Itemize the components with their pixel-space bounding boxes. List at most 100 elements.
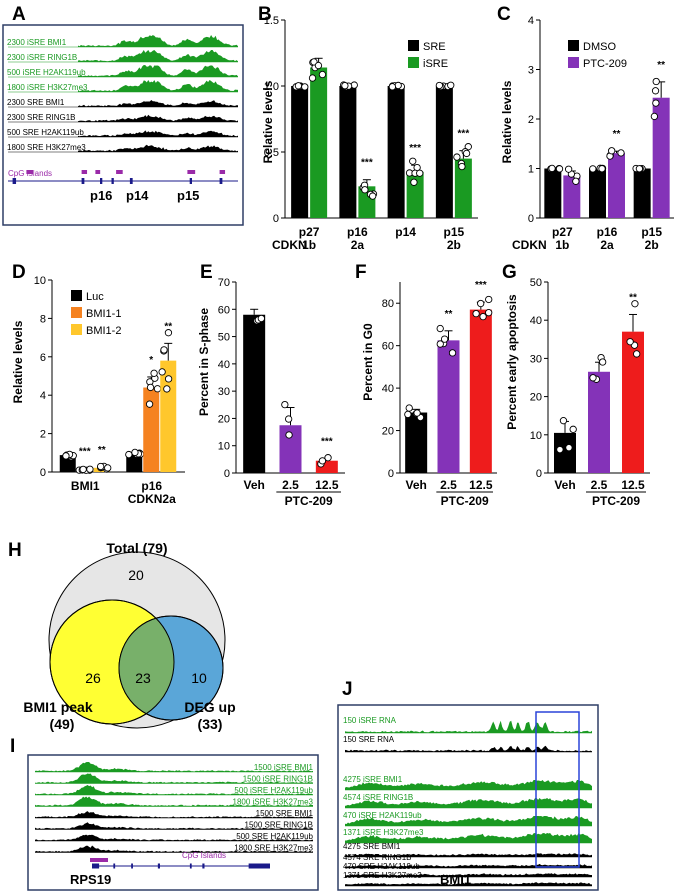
panel-g: G Percent early apoptosis 0 10 20 30 40 50 Veh… — [502, 262, 650, 508]
j-track-signal-5 — [345, 833, 592, 843]
panel-j: J 150 iSRE RNA 150 SRE RNA 4275 iSRE BMI1 4… — [337, 679, 599, 891]
d-y-tick-label: 10 — [34, 275, 46, 287]
a-track-label-1: 2300 iSRE RING1B — [7, 53, 77, 62]
i-track-label-7: 1800 SRE H3K27me3 — [234, 844, 313, 853]
i-gene-model-exon — [202, 863, 205, 869]
b-bar-sre-2 — [387, 86, 405, 218]
g-y-tick-label: 50 — [530, 277, 542, 289]
i-cpg-island — [90, 858, 108, 862]
a-track-signal-3 — [78, 80, 238, 92]
panel-b: B Relative levels 00.51.01.5p271b***p162… — [258, 4, 478, 252]
c-bar-ptc-2-point — [652, 99, 660, 107]
b-bar-sre-3-point — [447, 81, 455, 89]
a-gene-model-exon — [111, 178, 114, 184]
d-x-tick-sublabel: CDKN2a — [128, 492, 176, 506]
venn-overlap-region — [119, 616, 174, 720]
f-y-tick-label: 60 — [382, 341, 394, 353]
venn-only-deg: 10 — [191, 670, 207, 686]
j-track-label-6: 4275 SRE BMI1 — [343, 842, 401, 851]
d-bar-bmi1-1-1-point — [146, 383, 155, 392]
c-y-axis-label: Relative levels — [500, 80, 514, 163]
i-track-label-1: 1500 iSRE RING1B — [243, 775, 313, 784]
b-x-tick-sublabel: 2a — [351, 238, 365, 252]
b-bar-sre-0-point — [301, 83, 309, 91]
d-bar-bmi1-1-0-point — [86, 465, 94, 473]
a-gene-model-exon — [129, 178, 133, 184]
f-chart: 0 20 40 60 80 Veh ** 2.5 *** 12.5 PTC-209 — [382, 280, 497, 508]
g-y-tick-label: 20 — [530, 392, 542, 404]
panel-label-i: I — [10, 736, 15, 757]
c-bar-ptc-2-significance: ** — [657, 60, 665, 71]
d-bar-bmi1-1-1-significance: * — [149, 355, 153, 366]
c-y-tick-label: 0 — [528, 213, 534, 225]
gene-label-p16: p16 — [90, 188, 112, 203]
i-gene-model-exon — [248, 863, 270, 869]
j-track-signal-3 — [345, 798, 592, 808]
j-track-signal-0 — [345, 720, 592, 733]
i-track-label-0: 1500 iSRE BMI1 — [254, 763, 314, 772]
d-y-axis-label: Relative levels — [11, 320, 25, 403]
d-bar-bmi1-1-1 — [143, 387, 160, 472]
d-bar-bmi1-1-1-point — [145, 400, 154, 408]
a-track-label-2: 500 iSRE H2AK119ub — [7, 68, 86, 77]
panel-j-frame — [337, 704, 599, 891]
f-bar-2-point — [485, 295, 493, 304]
c-bar-ptc-2 — [652, 97, 670, 218]
a-track-label-5: 2300 SRE RING1B — [7, 113, 75, 122]
e-y-tick-label: 30 — [218, 386, 230, 398]
gene-label-p15: p15 — [177, 188, 199, 203]
i-track-label-2: 500 iSRE H2AK119ub — [234, 786, 313, 795]
venn-total-label: Total (79) — [106, 540, 167, 556]
f-bar-0-point — [413, 409, 421, 417]
b-bar-isre-3-point — [458, 162, 466, 171]
d-y-tick-label: 2 — [40, 429, 46, 441]
e-treatment-label: PTC-209 — [285, 494, 333, 508]
f-bar-1-point — [440, 335, 449, 343]
panel-i-frame — [27, 754, 319, 891]
f-bar-2-significance: *** — [475, 280, 487, 291]
b-bar-sre-1 — [339, 86, 357, 218]
f-x-tick-label: 12.5 — [469, 478, 493, 492]
g-bar-2-significance: ** — [629, 292, 637, 303]
panel-a: A 2300 iSRE BMI1 2300 iSRE RING1B 500 iSRE… — [2, 4, 244, 226]
j-track-label-9: 1371 SRE H3K27me3 — [343, 871, 422, 880]
j-track-signal-8 — [345, 873, 592, 877]
c-x-tick-sublabel: 2a — [600, 238, 614, 252]
f-y-tick-label: 20 — [382, 426, 394, 438]
b-x-tick-label: p16 — [347, 225, 368, 239]
e-bar-1-point — [285, 431, 293, 439]
f-y-tick-label: 80 — [382, 298, 394, 310]
g-bar-2-point — [626, 338, 634, 346]
e-bar-1-point — [281, 400, 289, 409]
b-legend-isre: iSRE — [423, 58, 448, 70]
d-legend-luc-swatch — [71, 290, 82, 301]
a-cpg-island — [219, 170, 226, 174]
c-bar-ptc-1-significance: ** — [613, 129, 621, 140]
c-bar-ptc-0-point — [572, 177, 580, 185]
d-bar-bmi1-2-1-point — [160, 346, 168, 354]
f-bar-2-point — [479, 313, 487, 321]
c-y-tick-label: 3 — [528, 65, 534, 77]
d-bar-bmi1-2-0-point — [104, 464, 112, 472]
g-bar-0 — [554, 432, 576, 473]
panel-f: F Percent in G0 0 20 40 60 80 Veh ** 2.5 *** 12.5… — [355, 262, 497, 508]
b-bar-isre-2-point — [410, 178, 418, 186]
i-gene-model-exon — [189, 863, 192, 869]
b-bar-isre-2-significance: *** — [409, 143, 421, 154]
a-gene-model-exon — [12, 178, 17, 184]
a-gene-model-exon — [189, 178, 192, 184]
c-bar-ptc-2-point — [652, 77, 660, 86]
b-y-tick-label: 0 — [273, 213, 279, 225]
g-y-axis-label: Percent early apoptosis — [505, 294, 519, 430]
c-bar-dmso-2-point — [635, 165, 644, 173]
i-track-label-6: 500 SRE H2AK119ub — [236, 832, 313, 841]
e-y-tick-label: 60 — [218, 304, 230, 316]
c-legend-dmso-swatch — [568, 40, 579, 51]
venn-overlap-count: 23 — [135, 670, 151, 686]
b-x-tick-label: p14 — [395, 225, 416, 239]
a-track-label-6: 500 SRE H2AK119ub — [7, 128, 84, 137]
i-cpg-islands-label: CpG Islands — [182, 851, 226, 860]
c-y-tick-label: 1 — [528, 164, 534, 176]
